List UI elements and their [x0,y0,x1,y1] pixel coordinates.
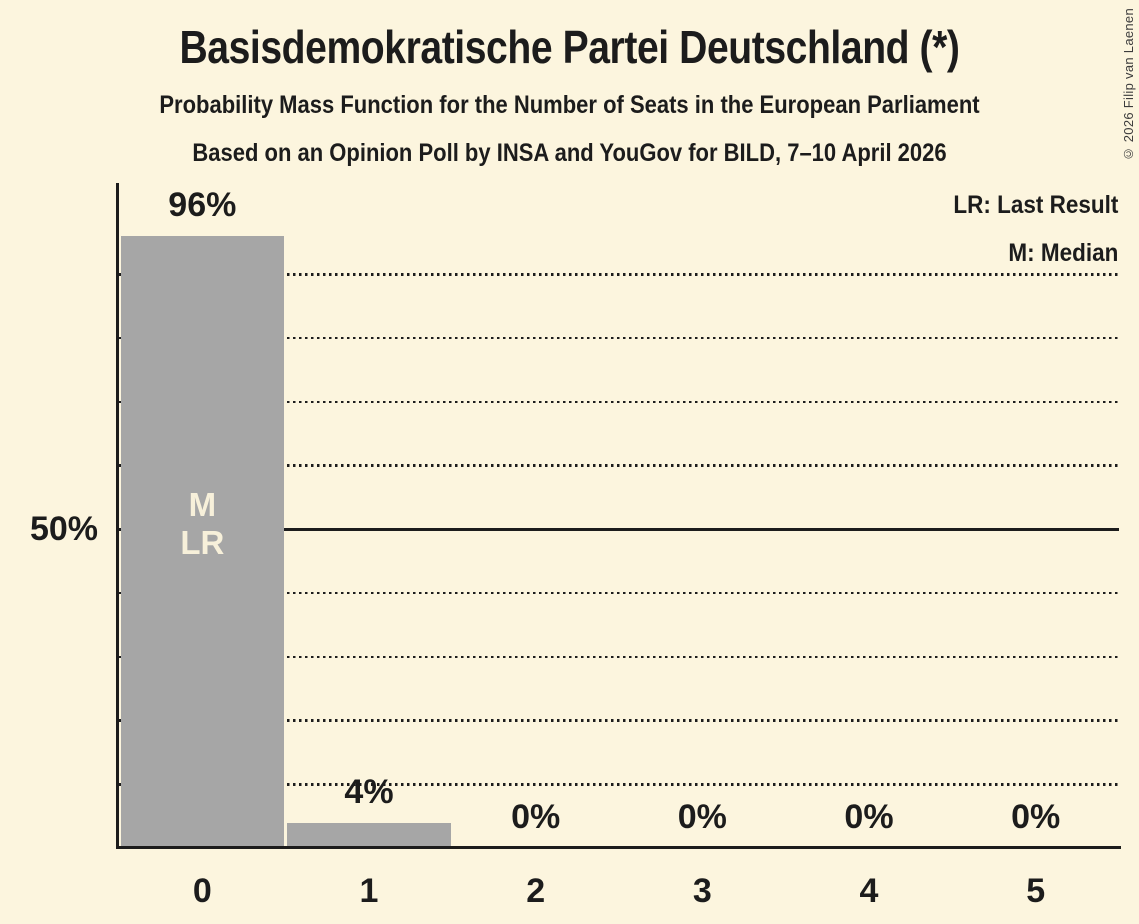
x-tick-label-4: 4 [859,872,879,910]
x-tick-label-2: 2 [526,872,546,910]
x-tick-label-1: 1 [359,872,379,910]
gridline-30pct [119,655,1119,658]
gridline-60pct [119,464,1119,467]
bar-value-label-0: 96% [168,186,237,224]
x-axis-line [116,846,1121,849]
legend-median: M: Median [1008,239,1118,267]
gridline-70pct [119,400,1119,403]
chart-subtitle-poll-source: Based on an Opinion Poll by INSA and You… [192,139,947,167]
bar-value-label-2: 0% [511,798,561,836]
bar-value-label-4: 0% [844,798,894,836]
plot-area: 96% M LR 0 4% 1 0% 2 0% 3 0% 4 0% 5 [119,183,1119,908]
bar-seats-1 [287,822,451,848]
x-tick-label-5: 5 [1026,872,1046,910]
copyright-note: © 2026 Filip van Laenen [1121,8,1136,162]
legend: LR: Last Result M: Median [953,181,1118,277]
chart-title: Basisdemokratische Partei Deutschland (*… [179,21,960,73]
bar-marker-labels-0: M LR [180,486,225,561]
y-axis-line [116,183,119,849]
bar-value-label-3: 0% [677,798,727,836]
legend-last-result: LR: Last Result [952,191,1118,219]
chart-subtitle-pmf: Probability Mass Function for the Number… [159,91,980,119]
gridline-10pct [119,783,1119,786]
bar-value-label-1: 4% [344,772,394,811]
gridline-40pct [119,591,1119,595]
x-tick-label-0: 0 [192,872,212,910]
gridline-80pct [119,336,1119,340]
gridline-90pct [119,273,1119,276]
y-axis-50pct-label: 50% [29,510,98,548]
gridline-50pct-solid [119,527,1119,531]
x-tick-label-3: 3 [692,872,712,910]
bar-value-label-5: 0% [1011,798,1061,836]
bar-seats-0 [120,236,285,848]
gridline-20pct [119,719,1119,722]
